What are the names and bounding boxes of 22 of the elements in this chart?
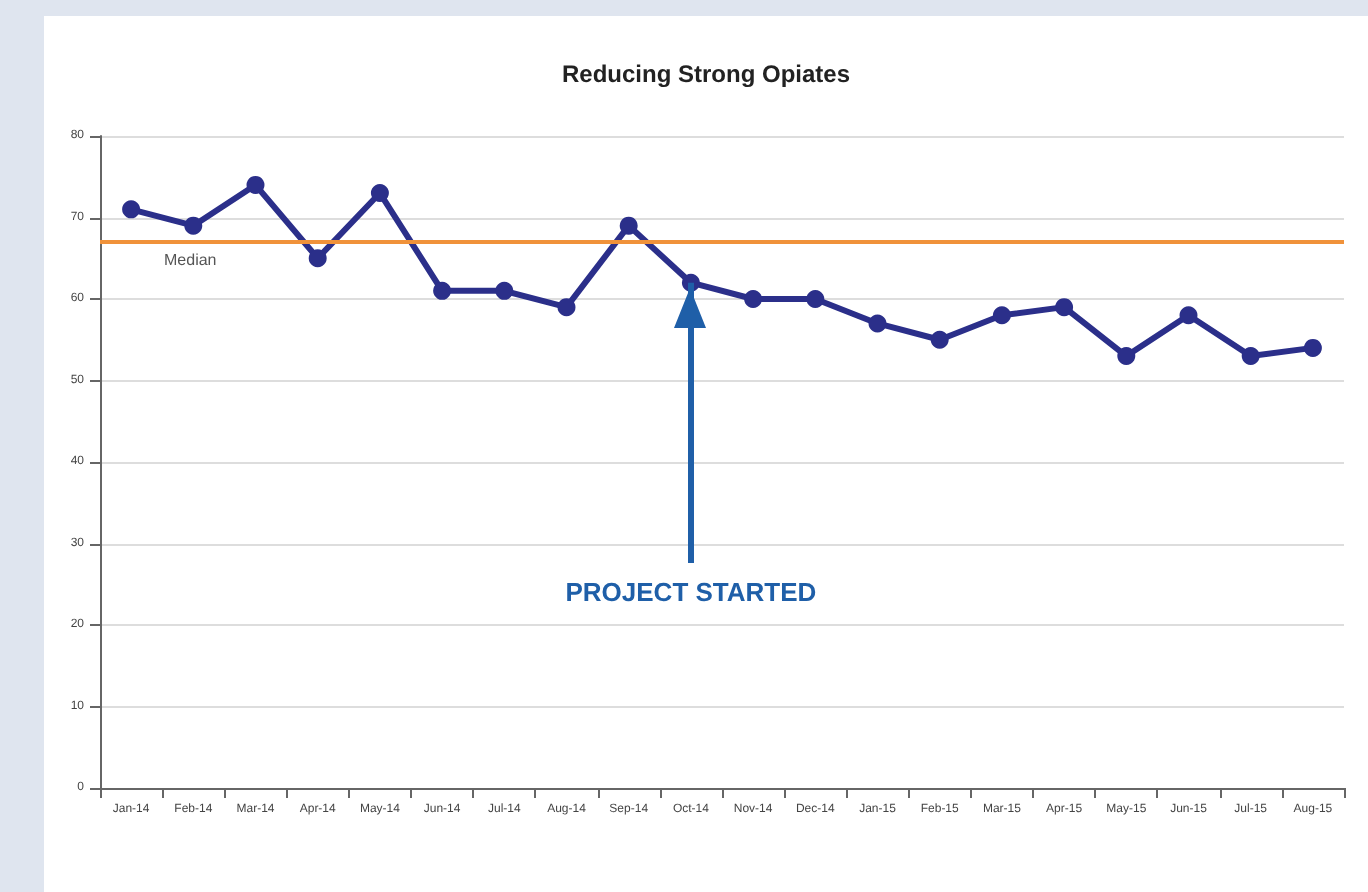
point <box>122 200 141 219</box>
point <box>1117 347 1136 366</box>
point <box>246 175 265 194</box>
point <box>370 184 389 203</box>
point <box>1241 347 1260 366</box>
point <box>557 298 576 317</box>
point <box>1179 306 1198 325</box>
point <box>868 314 887 333</box>
point <box>1055 298 1074 317</box>
point <box>992 306 1011 325</box>
point <box>184 216 203 235</box>
point <box>744 290 763 308</box>
ref-line-label: Median <box>164 250 217 269</box>
point <box>619 216 638 235</box>
point <box>806 290 825 308</box>
annotation: PROJECT STARTED <box>565 577 817 608</box>
point <box>495 281 514 300</box>
chart-title: Reducing Strong Opiates <box>561 60 851 88</box>
point <box>1303 338 1322 357</box>
point <box>433 281 452 300</box>
point <box>308 249 327 268</box>
point <box>930 330 949 349</box>
